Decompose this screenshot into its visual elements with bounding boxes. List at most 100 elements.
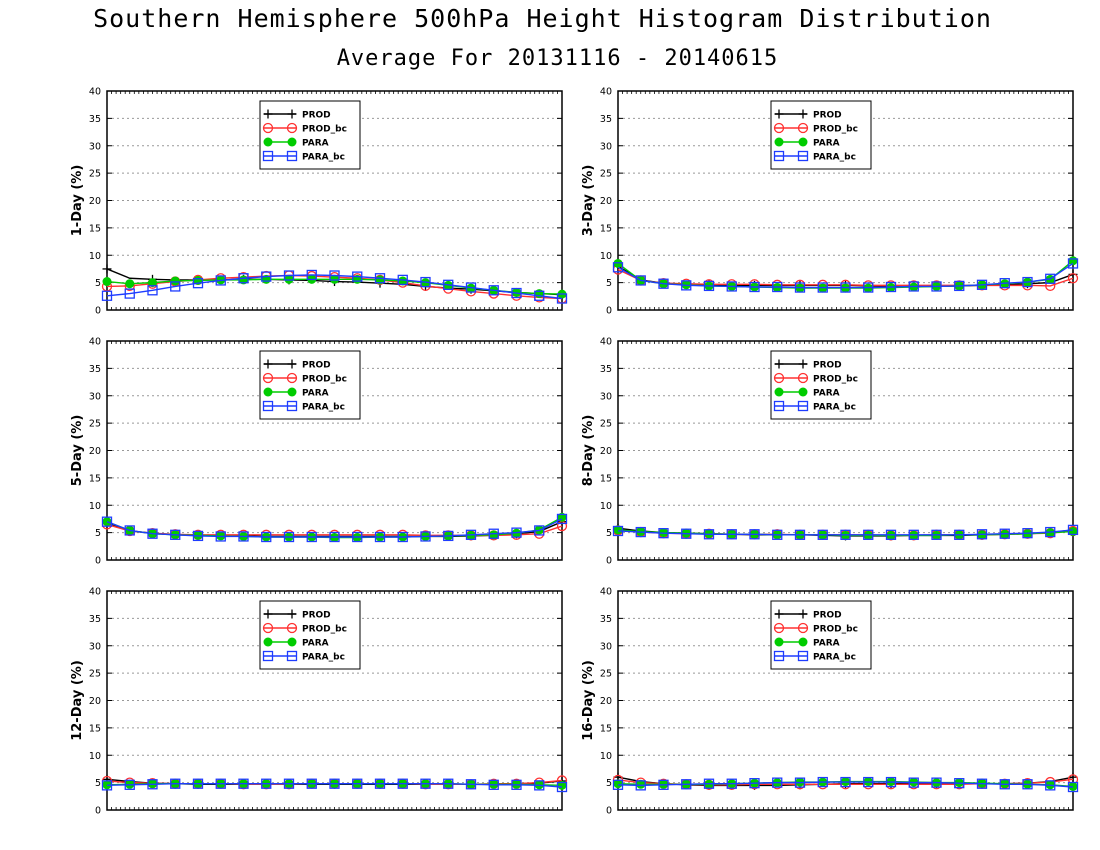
- y-tick-label: 25: [600, 169, 612, 180]
- series-para-bc-line: [617, 781, 1074, 788]
- legend-entry-para-bc-label: PARA_bc: [813, 403, 856, 413]
- legend-entry-prod-bc-marker-end: [286, 372, 298, 384]
- legend-entry-para-bc-marker-start: [773, 150, 785, 162]
- legend-box: [259, 350, 361, 420]
- y-tick-label: 15: [600, 223, 612, 234]
- legend-entry-para-marker-start: [774, 387, 784, 397]
- y-tick-label: 20: [600, 696, 612, 707]
- series-para-bc-point: [726, 778, 737, 789]
- series-para-bc-point: [885, 529, 897, 540]
- series-para-bc-point: [794, 777, 806, 788]
- legend-entry-para-marker-end: [798, 637, 808, 647]
- series-para-bc-point: [1022, 528, 1033, 539]
- series-para-bc-point: [908, 529, 919, 540]
- y-tick-label: 40: [89, 87, 101, 98]
- series-para-bc-point: [635, 275, 646, 286]
- series-para-bc-point: [908, 777, 919, 788]
- series-para-bc-point: [283, 531, 295, 543]
- series-para-bc-point: [488, 779, 499, 790]
- series-para-bc-point: [420, 778, 431, 789]
- y-axis-label: 3-Day (%): [581, 165, 596, 237]
- y-tick-label: 25: [89, 419, 101, 430]
- y-tick-label: 10: [600, 751, 612, 762]
- legend-entry-prod-label: PROD: [813, 111, 842, 121]
- series-para-bc-point: [681, 779, 692, 790]
- legend-box: [259, 100, 361, 170]
- y-tick-label: 35: [89, 614, 101, 625]
- series-para-bc-point: [147, 779, 158, 790]
- legend-entry-para-bc-marker-start: [262, 650, 274, 662]
- series-para-bc-point: [397, 778, 408, 789]
- series-para-point: [636, 779, 646, 789]
- y-tick-label: 25: [89, 669, 101, 680]
- legend-entry-para-bc-marker-start: [773, 400, 785, 412]
- series-prod-bc-point: [1067, 273, 1079, 284]
- series-para-bc-line: [106, 274, 563, 300]
- series-para-bc-point: [703, 778, 715, 789]
- series-para-bc-point: [681, 528, 692, 539]
- legend-entry-para-bc-label: PARA_bc: [302, 403, 345, 413]
- panel-8-day: 0 5 10 15 20 25 30 35 40 8-Day (%) PROD PROD_bc PARA…: [581, 337, 1079, 567]
- legend: PROD PROD_bc PARA PARA_bc: [770, 600, 872, 670]
- series-para-bc-point: [329, 531, 340, 543]
- series-para-bc-point: [976, 279, 988, 290]
- legend: PROD PROD_bc PARA PARA_bc: [259, 100, 361, 170]
- series-para-bc-point: [1067, 258, 1079, 269]
- legend-entry-para-bc-marker-end: [286, 400, 298, 412]
- series-para-bc-point: [954, 280, 965, 292]
- series-para-bc-point: [465, 779, 477, 790]
- y-tick-label: 20: [600, 196, 612, 207]
- series-para-bc-point: [658, 779, 669, 790]
- y-tick-label: 5: [606, 278, 612, 289]
- series-para-bc-point: [192, 778, 204, 789]
- series-para-bc-point: [101, 780, 113, 791]
- panel-5-day: 0 5 10 15 20 25 30 35 40 5-Day (%) PROD PROD_bc PARA…: [70, 337, 568, 567]
- series-para-bc-line: [617, 262, 1074, 289]
- series-para-bc-point: [306, 778, 317, 789]
- legend-entry-prod-bc-label: PROD_bc: [813, 125, 858, 135]
- legend-entry-prod-label: PROD: [302, 111, 331, 121]
- y-tick-label: 30: [89, 641, 101, 652]
- series-para-bc-line: [106, 783, 563, 788]
- series-para-bc-point: [534, 525, 545, 536]
- legend-entry-para-marker-start: [774, 137, 784, 147]
- series-para-bc-point: [658, 278, 669, 289]
- legend: PROD PROD_bc PARA PARA_bc: [259, 350, 361, 420]
- series-para-bc-point: [511, 527, 522, 538]
- y-tick-label: 30: [89, 391, 101, 402]
- series-para-bc-point: [556, 781, 568, 793]
- legend-box: [770, 350, 872, 420]
- series-para-bc-point: [488, 285, 499, 296]
- y-tick-label: 5: [606, 778, 612, 789]
- series-para-bc-point: [931, 529, 942, 540]
- y-tick-label: 40: [89, 587, 101, 598]
- legend-entry-para-label: PARA: [302, 639, 329, 649]
- series-para-bc-point: [931, 281, 942, 292]
- legend-entry-prod-bc-marker-start: [262, 122, 274, 134]
- series-para-bc-point: [170, 281, 181, 292]
- panel-1-day: 0 5 10 15 20 25 30 35 40 1-Day (%) PROD PROD_bc PARA…: [70, 87, 568, 317]
- y-tick-label: 0: [95, 556, 101, 567]
- series-para-bc-point: [397, 531, 408, 543]
- legend-entry-prod-bc-label: PROD_bc: [813, 375, 858, 385]
- series-para-bc-point: [703, 529, 715, 540]
- series-para-bc-point: [443, 279, 454, 290]
- series-para-bc-point: [101, 516, 113, 527]
- y-tick-label: 30: [600, 141, 612, 152]
- series-para-point: [613, 779, 623, 789]
- y-axis-label: 5-Day (%): [70, 415, 85, 487]
- series-para-bc-point: [147, 528, 158, 539]
- series-para-bc-point: [726, 529, 737, 540]
- series-para-bc-line: [106, 518, 563, 538]
- series-para-bc-point: [612, 262, 624, 273]
- legend-entry-prod-label: PROD: [302, 611, 331, 621]
- series-para-bc-point: [999, 528, 1010, 539]
- series-para-bc-point: [726, 281, 737, 292]
- series-para-point: [125, 279, 135, 289]
- series-para-bc-point: [1067, 781, 1079, 793]
- legend-entry-para-marker-start: [774, 637, 784, 647]
- legend-entry-prod-bc-marker-end: [797, 122, 809, 134]
- series-para-bc-point: [885, 281, 897, 293]
- series-para-bc-point: [749, 778, 760, 789]
